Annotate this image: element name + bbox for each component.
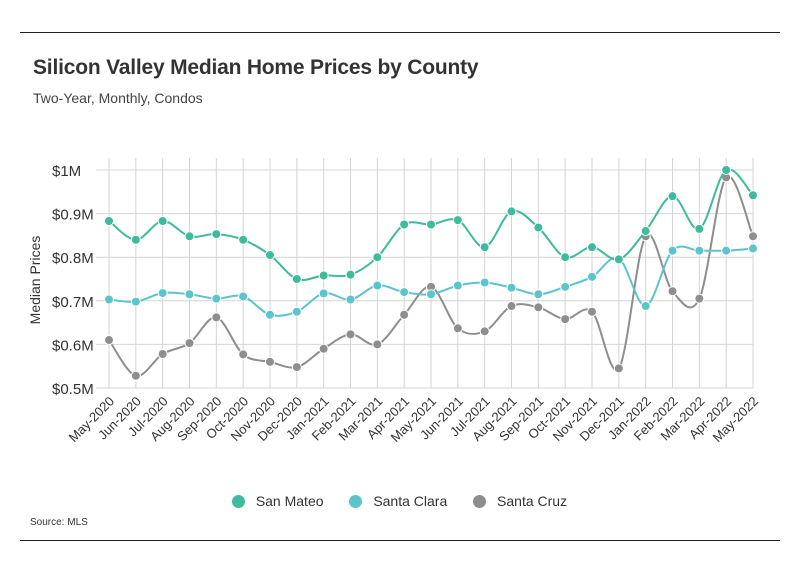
data-point-santa-cruz [184,338,195,349]
data-point-santa-cruz [452,323,463,334]
grid-lines [96,158,754,389]
data-point-san-mateo [345,269,356,280]
chart-legend: San Mateo Santa Clara Santa Cruz [0,492,799,509]
y-tick-label: $0.9M [52,207,94,224]
data-point-san-mateo [184,231,195,242]
data-point-santa-cruz [265,356,275,367]
data-point-santa-clara [211,293,222,304]
source-note: Source: MLS [30,517,88,528]
series-lines [104,165,758,381]
data-point-santa-cruz [587,306,597,317]
legend-label: San Mateo [255,493,324,510]
data-point-santa-clara [104,294,114,305]
x-axis-ticks: May-2020Jun-2020Jul-2020Aug-2020Sep-2020… [66,394,761,445]
y-axis-ticks: $0.5M $0.6M $0.7M $0.8M $0.9M $1M [52,163,94,398]
data-point-san-mateo [291,274,302,284]
data-point-santa-cruz [667,286,678,297]
data-point-santa-clara [560,281,571,292]
y-tick-label: $0.8M [52,250,94,267]
data-point-santa-cruz [211,312,222,323]
data-point-san-mateo [587,242,597,253]
data-point-santa-clara [238,291,249,302]
data-point-santa-clara [748,243,758,254]
legend-label: Santa Cruz [497,493,568,510]
data-point-santa-cruz [157,348,168,359]
data-point-san-mateo [104,216,114,227]
data-point-santa-clara [318,288,329,299]
data-point-santa-cruz [130,370,141,381]
data-point-santa-cruz [613,363,624,374]
data-point-san-mateo [640,226,651,237]
data-point-san-mateo [613,254,624,265]
data-point-santa-clara [721,245,732,256]
data-point-santa-clara [587,271,597,282]
data-point-santa-clara [506,282,517,293]
data-point-santa-clara [694,245,705,256]
data-point-santa-clara [533,289,544,300]
legend-marker-san-mateo [231,495,245,509]
chart-subtitle: Two-Year, Monthly, Condos [33,90,203,106]
data-point-san-mateo [694,223,705,234]
y-tick-label: $1M [52,163,81,180]
data-point-santa-clara [667,245,678,256]
data-point-san-mateo [318,270,329,281]
data-point-santa-cruz [560,314,571,325]
data-point-san-mateo [452,215,463,226]
data-point-santa-clara [291,306,302,317]
data-point-santa-clara [265,309,275,320]
data-point-santa-cruz [345,329,356,340]
data-point-san-mateo [211,229,222,240]
data-point-santa-clara [479,277,490,288]
data-point-san-mateo [667,191,678,202]
legend-item-santa-clara: Santa Clara [349,493,447,509]
data-point-santa-clara [640,301,651,312]
data-point-santa-cruz [104,335,114,346]
data-point-san-mateo [506,206,517,217]
chart-title: Silicon Valley Median Home Prices by Cou… [33,56,479,79]
data-point-san-mateo [157,216,168,227]
data-point-san-mateo [479,242,490,253]
data-point-santa-cruz [318,343,329,354]
data-point-san-mateo [533,222,544,233]
bottom-rule [20,540,780,541]
data-point-santa-cruz [238,349,249,360]
legend-marker-santa-cruz [473,495,487,509]
data-point-santa-cruz [748,231,758,242]
legend-item-santa-cruz: Santa Cruz [473,493,567,509]
data-point-santa-clara [426,289,436,300]
y-tick-label: $0.7M [52,294,94,311]
data-point-santa-cruz [291,362,302,373]
data-point-san-mateo [560,252,571,263]
data-point-santa-cruz [399,309,410,320]
top-rule [20,32,780,33]
legend-marker-santa-clara [349,495,363,509]
data-point-san-mateo [372,252,383,263]
y-tick-label: $0.6M [52,337,94,354]
data-point-santa-clara [130,296,141,307]
legend-item-san-mateo: San Mateo [231,493,324,510]
y-axis-label: Median Prices [27,236,43,325]
data-point-santa-cruz [372,339,383,350]
data-point-santa-clara [157,287,168,298]
data-point-san-mateo [721,165,732,175]
data-point-san-mateo [238,234,249,245]
y-tick-label: $0.5M [52,381,94,398]
data-point-santa-clara [399,287,410,298]
data-point-santa-clara [184,289,195,300]
data-point-san-mateo [265,250,275,261]
data-point-santa-cruz [479,326,490,337]
data-point-santa-cruz [533,302,544,313]
data-point-santa-clara [372,280,383,291]
data-point-san-mateo [399,219,410,230]
data-point-san-mateo [130,234,141,245]
data-point-santa-cruz [694,293,705,304]
data-point-san-mateo [748,190,758,201]
data-point-san-mateo [426,219,436,230]
data-point-santa-clara [345,294,356,305]
data-point-santa-clara [452,280,463,291]
legend-label: Santa Clara [373,493,448,510]
data-point-santa-cruz [506,301,517,312]
series-line-santa-cruz [108,175,754,377]
